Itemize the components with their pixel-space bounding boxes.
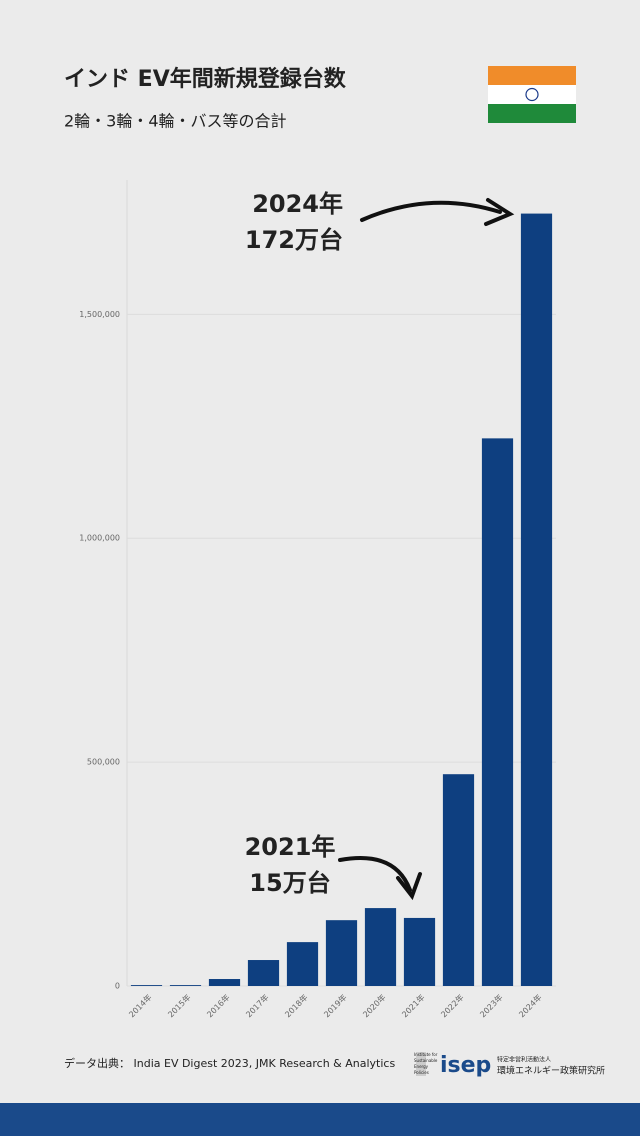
bar [247, 960, 280, 986]
bar [286, 942, 319, 986]
logo-english: Institute for [414, 1052, 438, 1057]
bar [481, 438, 514, 986]
logo-mark [416, 1052, 426, 1076]
annotation: 172万台 [245, 226, 343, 254]
bar [403, 917, 436, 986]
annotation: 2024年 [252, 190, 343, 218]
y-tick-label: 0 [115, 982, 120, 991]
y-tick-label: 500,000 [87, 758, 120, 767]
bar [325, 920, 358, 986]
flag [488, 66, 576, 123]
footer-band [0, 1103, 640, 1136]
y-tick-label: 1,500,000 [79, 310, 120, 319]
bar [130, 985, 163, 986]
chart-title: インド EV年間新規登録台数 [64, 66, 347, 92]
source: データ出典： India EV Digest 2023, JMK Researc… [64, 1056, 395, 1070]
bar [520, 213, 553, 987]
logo-org-type: 特定非営利活動法人 [497, 1056, 551, 1064]
arrows [338, 198, 515, 901]
bar [442, 774, 475, 986]
annotation: 15万台 [249, 869, 330, 897]
bar [169, 985, 202, 986]
y-tick-label: 1,000,000 [79, 534, 120, 543]
annotation: 2021年 [245, 833, 336, 861]
logo-english: Sustainable [414, 1058, 438, 1063]
logo-org: 環境エネルギー政策研究所 [497, 1065, 605, 1077]
logo-english: Energy [414, 1064, 429, 1069]
bar [364, 908, 397, 986]
chart-subtitle: 2輪・3輪・4輪・バス等の合計 [64, 112, 287, 131]
logo-name: isep [440, 1053, 491, 1078]
bar [208, 979, 241, 986]
logo-english: Policies [414, 1070, 429, 1075]
